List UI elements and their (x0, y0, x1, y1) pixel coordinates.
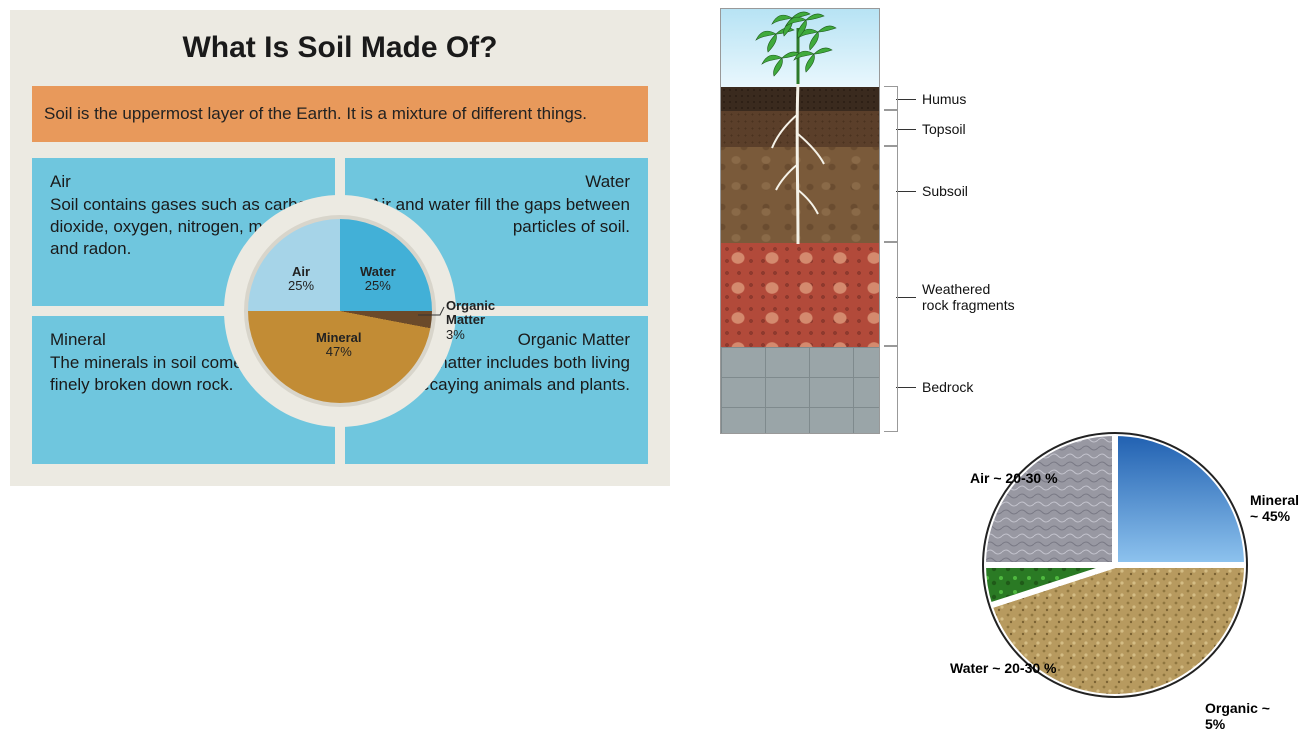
subtitle-text: Soil is the uppermost layer of the Earth… (44, 104, 587, 124)
soil-composition-infographic: What Is Soil Made Of? Soil is the upperm… (10, 10, 670, 486)
bracket (884, 110, 898, 146)
quadrant-title: Water (363, 172, 630, 192)
quadrant-title: Air (50, 172, 317, 192)
infographic-subtitle: Soil is the uppermost layer of the Earth… (32, 86, 648, 142)
profile-label: Humus (896, 91, 966, 107)
pie-label-organic: Organic ~ 5% (1205, 700, 1290, 732)
bracket (884, 146, 898, 242)
pie-label-mineral: Mineral47% (316, 331, 362, 360)
soil-profile-diagram: Humus Topsoil Subsoil Weatheredrock fragmen… (720, 8, 1080, 438)
pie-label-water: Water25% (360, 265, 396, 294)
bracket (884, 86, 898, 110)
profile-labels: Humus Topsoil Subsoil Weatheredrock fragmen… (896, 8, 1076, 434)
pie-label-water: Water ~ 20-30 % (950, 660, 1056, 676)
infographic-title: What Is Soil Made Of? (182, 31, 497, 65)
profile-label: Bedrock (896, 379, 973, 395)
pie-label-mineral: Mineral ~ 45% (1250, 492, 1299, 524)
pie-label-air: Air ~ 20-30 % (970, 470, 1058, 486)
profile-label: Weatheredrock fragments (896, 281, 1015, 313)
pie-label-air: Air25% (288, 265, 314, 294)
pie-ring: Water25% Mineral47% Air25% (224, 195, 456, 427)
soil-layer-bedrock (721, 347, 879, 433)
plant-icon (720, 8, 880, 268)
quadrant-grid: Air Soil contains gases such as carbon d… (32, 158, 648, 464)
bracket (884, 242, 898, 346)
infographic-header: What Is Soil Made Of? (10, 10, 670, 86)
bracket (884, 346, 898, 432)
pie-callout-organic: OrganicMatter3% (446, 299, 495, 342)
profile-label: Subsoil (896, 183, 968, 199)
profile-label: Topsoil (896, 121, 966, 137)
photo-pie-chart: Air ~ 20-30 % Mineral ~ 45% Organic ~ 5%… (920, 420, 1290, 720)
composition-pie: Water25% Mineral47% Air25% (244, 215, 436, 407)
